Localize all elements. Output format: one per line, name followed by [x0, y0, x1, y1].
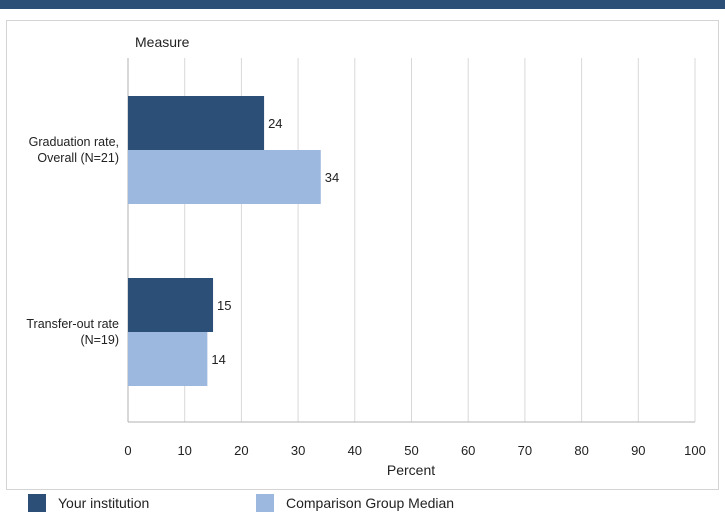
legend-label: Your institution — [58, 495, 150, 511]
bar — [128, 96, 265, 150]
header-bar — [0, 0, 725, 9]
legend-swatch — [256, 494, 274, 512]
bar-value-label: 24 — [268, 116, 282, 131]
x-tick-label: 70 — [518, 443, 532, 458]
x-tick-label: 60 — [461, 443, 475, 458]
bar — [128, 150, 321, 204]
bar-value-label: 15 — [217, 298, 231, 313]
bar — [128, 278, 214, 332]
x-tick-label: 10 — [177, 443, 191, 458]
x-axis-label: Percent — [387, 462, 435, 478]
x-tick-labels: 0 10 20 30 40 50 60 70 80 90 100 — [124, 443, 705, 458]
category-label: Overall (N=21) — [37, 151, 119, 165]
bar-value-label: 14 — [211, 352, 225, 367]
bar-chart: 24 34 15 14 Graduation rate, Overall (N=21) T… — [26, 34, 705, 478]
x-tick-label: 50 — [404, 443, 418, 458]
bar-value-labels: 24 34 15 14 — [211, 116, 339, 367]
x-tick-label: 100 — [684, 443, 706, 458]
x-tick-label: 40 — [348, 443, 362, 458]
bar — [128, 332, 208, 386]
category-label: Graduation rate, — [29, 135, 119, 149]
category-labels: Graduation rate, Overall (N=21) Transfer-o… — [26, 135, 119, 347]
legend-label: Comparison Group Median — [286, 495, 455, 511]
x-tick-label: 30 — [291, 443, 305, 458]
y-axis-label: Measure — [135, 34, 190, 50]
x-tick-label: 90 — [631, 443, 645, 458]
x-tick-label: 20 — [234, 443, 248, 458]
x-tick-label: 0 — [124, 443, 131, 458]
category-label: (N=19) — [80, 333, 119, 347]
legend-swatch — [28, 494, 46, 512]
bars — [128, 96, 321, 386]
bar-value-label: 34 — [325, 170, 339, 185]
category-label: Transfer-out rate — [26, 317, 119, 331]
x-tick-label: 80 — [574, 443, 588, 458]
legend-item-your-institution: Your institution — [28, 494, 149, 512]
legend: Your institution Comparison Group Median — [0, 494, 725, 516]
legend-item-comparison-median: Comparison Group Median — [256, 494, 454, 512]
chart-frame — [6, 20, 719, 490]
